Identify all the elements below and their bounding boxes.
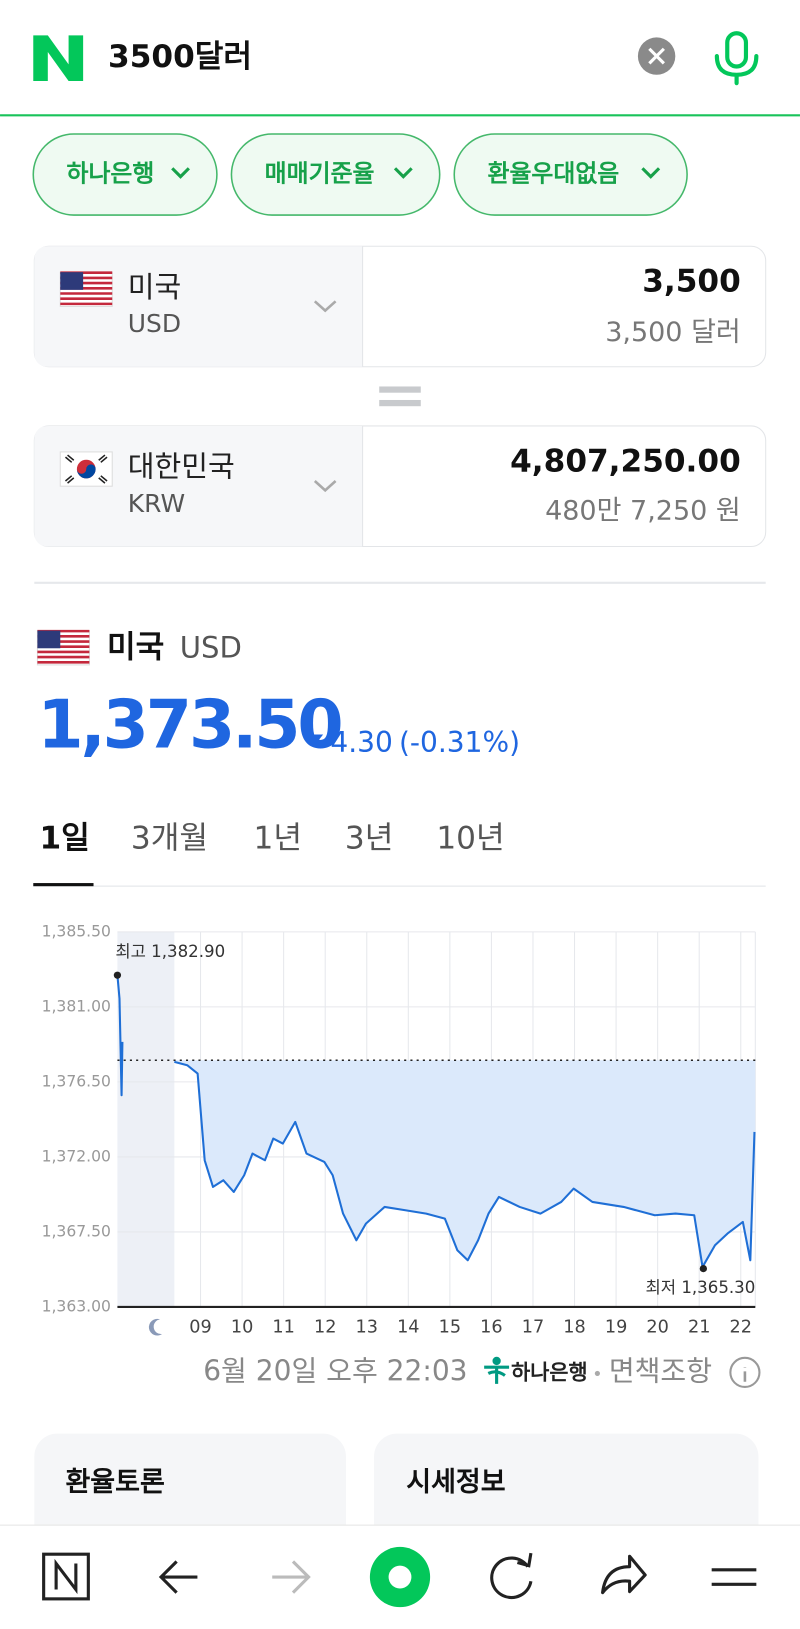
nav-share[interactable]	[601, 1554, 647, 1595]
chevron	[313, 480, 337, 493]
annotation-dot	[699, 1264, 707, 1273]
nav-forward[interactable]	[272, 1560, 311, 1594]
y-tick-label: 1,363.00	[42, 1297, 111, 1315]
rate-code: USD	[180, 630, 242, 664]
currency-select[interactable]	[34, 425, 363, 547]
y-tick-label: 1,372.00	[42, 1147, 111, 1165]
y-tick-label: 1,381.00	[42, 997, 111, 1015]
flag-kr	[59, 451, 113, 487]
period-tab[interactable]: 3개월	[131, 820, 208, 856]
amount[interactable]: 3,500	[642, 264, 741, 300]
converter-from[interactable]: 미국 USD 3,500 3,500 달러	[33, 245, 767, 368]
x-tick-label: 10	[231, 1318, 253, 1338]
disclaimer[interactable]: 면책조항	[609, 1354, 712, 1387]
x-tick-label: 22	[730, 1318, 752, 1338]
currency-code: KRW	[128, 489, 185, 518]
currency-code: USD	[128, 309, 181, 338]
pill-label: 매매기준율	[265, 160, 375, 188]
flag-us	[59, 271, 113, 307]
rate-change: 4.30	[330, 726, 392, 759]
x-tick-label: 13	[356, 1318, 378, 1338]
timestamp: 6월 20일 오후 22:03	[203, 1354, 467, 1387]
x-tick-label: 19	[605, 1318, 627, 1338]
y-tick-label: 1,367.50	[42, 1222, 111, 1240]
period-tab[interactable]: 1일	[40, 820, 90, 856]
currency-select[interactable]	[34, 246, 363, 367]
x-tick-label: 15	[439, 1318, 461, 1338]
annotation-label: 최고 1,382.90	[115, 942, 225, 961]
chart: 1,385.50 1,381.00 1,376.50 1,372.00 1,367.50…	[42, 922, 756, 1338]
y-tick-label: 1,385.50	[42, 922, 111, 940]
down-arrow	[308, 734, 324, 744]
equals-sign	[379, 386, 421, 407]
filter-pill[interactable]: 환율우대없음	[453, 133, 688, 216]
filter-pill[interactable]: 하나은행	[32, 133, 218, 216]
night-shade	[117, 931, 175, 1307]
y-tick-label: 1,376.50	[42, 1072, 111, 1090]
info-icon[interactable]	[729, 1356, 761, 1388]
x-tick-label: 17	[522, 1318, 544, 1338]
annotation-dot	[113, 971, 122, 979]
bottom-nav	[0, 1524, 800, 1629]
x-tick-label: 18	[563, 1318, 585, 1338]
amount-words: 480만 7,250 원	[545, 496, 741, 527]
nav-refresh[interactable]	[490, 1552, 533, 1600]
naver-logo[interactable]	[33, 35, 84, 82]
x-tick-label: 21	[688, 1318, 710, 1338]
nav-back[interactable]	[158, 1560, 198, 1594]
country: 대한민국	[128, 450, 235, 484]
card-title: 시세정보	[406, 1467, 505, 1498]
mic-button[interactable]	[714, 31, 759, 86]
rate-country: 미국	[107, 629, 164, 665]
annotation-label: 최저 1,365.30	[645, 1278, 755, 1297]
amount-words: 3,500 달러	[605, 317, 741, 348]
period-tabs: 1일 3개월 1년 3년 10년	[40, 820, 505, 856]
x-tick-label: 12	[314, 1318, 336, 1338]
hana-logo	[484, 1356, 510, 1384]
period-tab[interactable]: 1년	[254, 820, 303, 856]
pill-chevron	[641, 167, 661, 179]
x-tick-label: 16	[480, 1318, 502, 1338]
area-fill	[174, 1060, 756, 1267]
x-tick-label: 14	[397, 1318, 419, 1338]
mic-stand	[714, 54, 759, 86]
pill-chevron	[171, 167, 190, 179]
filters: 하나은행 매매기준율 환율우대없음	[32, 133, 688, 216]
x-tick-label: 20	[646, 1318, 668, 1338]
pill-label: 하나은행	[67, 160, 155, 188]
nav-green-dot[interactable]	[369, 1546, 431, 1608]
pill-bg	[453, 133, 688, 216]
amount: 4,807,250.00	[510, 443, 741, 479]
pill-bg	[32, 133, 218, 216]
converter-to[interactable]: 대한민국 KRW 4,807,250.00 480만 7,250 원	[33, 425, 767, 547]
night-icon	[148, 1318, 163, 1336]
card-title: 환율토론	[65, 1467, 164, 1498]
nav-menu[interactable]	[711, 1568, 757, 1586]
clear-button[interactable]	[637, 37, 676, 75]
flag-us	[36, 629, 90, 666]
country: 미국	[128, 270, 182, 304]
chevron	[313, 300, 337, 313]
nav-home[interactable]	[42, 1552, 90, 1601]
source: 하나은행	[511, 1360, 587, 1384]
search-query[interactable]: 3500달러	[108, 39, 252, 75]
x-tick-label: 09	[189, 1318, 211, 1338]
rate-price: 1,373.50	[37, 685, 341, 763]
pill-label: 환율우대없음	[487, 160, 619, 188]
pill-chevron	[393, 167, 413, 179]
pill-bg	[230, 133, 441, 216]
filter-pill[interactable]: 매매기준율	[230, 133, 441, 216]
clear-x	[648, 47, 665, 65]
x-tick-label: 11	[272, 1318, 294, 1338]
period-tab[interactable]: 3년	[345, 820, 393, 856]
separator	[594, 1370, 600, 1377]
rate-change-pct: (-0.31%)	[399, 726, 520, 759]
mic-body	[725, 31, 749, 69]
period-tab[interactable]: 10년	[436, 820, 504, 856]
tab-underline	[33, 883, 94, 887]
price-line	[116, 975, 756, 1268]
